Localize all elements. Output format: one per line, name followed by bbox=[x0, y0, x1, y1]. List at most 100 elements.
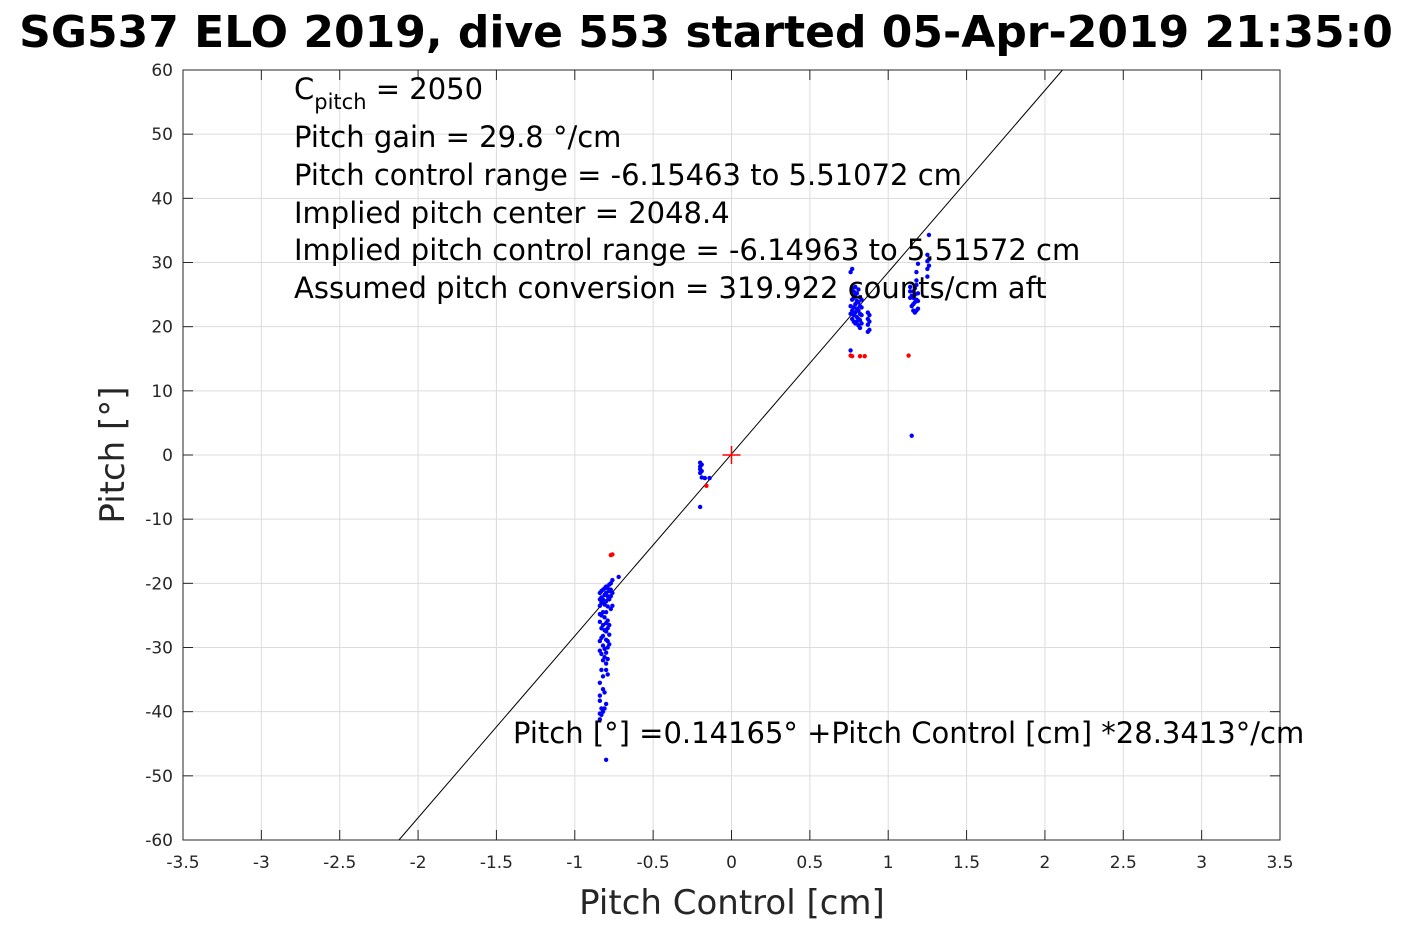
x-tick-label: -2 bbox=[410, 853, 427, 873]
implied-pitch-control-range-annotation: Implied pitch control range = -6.14963 t… bbox=[294, 233, 1080, 267]
data-point bbox=[849, 266, 855, 272]
data-point bbox=[603, 661, 609, 666]
data-point bbox=[915, 298, 921, 304]
y-tick-label: -40 bbox=[145, 703, 173, 723]
chart-title: SG537 ELO 2019, dive 553 started 05-Apr-… bbox=[19, 7, 1393, 58]
data-point bbox=[707, 475, 712, 481]
data-point bbox=[699, 468, 704, 474]
data-point bbox=[914, 269, 919, 275]
x-tick-label: -3.5 bbox=[166, 853, 199, 873]
implied-pitch-center-annotation: Implied pitch center = 2048.4 bbox=[294, 196, 730, 230]
data-point bbox=[854, 291, 860, 296]
y-tick-label: 60 bbox=[151, 61, 173, 81]
data-point bbox=[915, 261, 921, 266]
data-point bbox=[602, 615, 607, 620]
data-point bbox=[907, 284, 913, 290]
data-point bbox=[867, 327, 872, 333]
data-point bbox=[867, 312, 872, 318]
x-tick-label: -0.5 bbox=[637, 853, 670, 873]
data-point bbox=[599, 667, 604, 673]
data-point bbox=[857, 353, 863, 359]
data-point bbox=[859, 297, 864, 302]
y-tick-label: 50 bbox=[151, 125, 173, 145]
data-point bbox=[610, 577, 615, 583]
y-tick-label: 20 bbox=[151, 318, 173, 338]
data-point bbox=[599, 651, 604, 657]
data-point bbox=[853, 284, 858, 290]
data-point bbox=[600, 674, 606, 679]
y-tick-label: 10 bbox=[151, 382, 173, 402]
data-point bbox=[600, 610, 606, 615]
x-axis-label: Pitch Control [cm] bbox=[579, 883, 885, 923]
data-point bbox=[859, 305, 864, 310]
x-tick-label: 1.5 bbox=[953, 853, 980, 873]
data-point bbox=[602, 690, 607, 695]
y-tick-label: -20 bbox=[145, 574, 173, 594]
y-tick-label: 30 bbox=[151, 254, 173, 274]
data-point bbox=[608, 552, 614, 558]
data-point bbox=[697, 504, 703, 510]
x-tick-label: 2 bbox=[1040, 853, 1051, 873]
data-point bbox=[603, 650, 609, 655]
data-point bbox=[926, 263, 932, 268]
x-tick-label: 2.5 bbox=[1110, 853, 1137, 873]
y-tick-label: 0 bbox=[162, 446, 173, 466]
y-tick-label: -30 bbox=[145, 639, 173, 659]
x-tick-labels: -3.5 -3 -2.5 -2 -1.5 -1 -0.5 0 0.5 1 1.5 2 2.5 3 3.5 bbox=[166, 853, 1293, 873]
x-tick-label: -1 bbox=[566, 853, 583, 873]
data-point bbox=[915, 291, 921, 296]
data-point bbox=[610, 603, 615, 608]
data-point bbox=[859, 312, 864, 318]
c-pitch-value: = 2050 bbox=[367, 72, 484, 106]
data-point bbox=[856, 300, 861, 305]
data-point bbox=[926, 257, 932, 262]
data-point bbox=[605, 604, 610, 609]
pitch-control-range-annotation: Pitch control range = -6.15463 to 5.5107… bbox=[294, 158, 962, 192]
data-point bbox=[862, 353, 867, 359]
data-point bbox=[597, 717, 603, 722]
x-tick-label: 0 bbox=[726, 853, 737, 873]
x-tick-label: -3 bbox=[253, 853, 270, 873]
data-point bbox=[867, 319, 872, 324]
x-tick-label: -1.5 bbox=[480, 853, 513, 873]
data-point bbox=[926, 232, 932, 238]
data-points bbox=[597, 232, 932, 762]
data-point bbox=[603, 610, 609, 615]
y-tick-label: -10 bbox=[145, 510, 173, 530]
data-point bbox=[597, 619, 603, 625]
data-point bbox=[605, 618, 610, 623]
data-point bbox=[607, 642, 612, 647]
data-point bbox=[914, 282, 919, 288]
data-point bbox=[603, 757, 609, 762]
data-point bbox=[859, 321, 864, 326]
data-point bbox=[925, 274, 930, 279]
data-point bbox=[914, 278, 919, 283]
y-tick-label: 40 bbox=[151, 189, 173, 209]
data-point bbox=[597, 698, 603, 703]
data-point bbox=[607, 632, 612, 637]
data-point bbox=[907, 289, 913, 294]
data-point bbox=[856, 287, 861, 292]
data-point bbox=[925, 252, 930, 257]
data-point bbox=[848, 348, 853, 353]
data-point bbox=[849, 353, 855, 359]
data-point bbox=[702, 475, 708, 481]
y-axis-label: Pitch [°] bbox=[93, 386, 133, 523]
data-point bbox=[616, 574, 621, 580]
axis-ticks bbox=[182, 69, 1281, 841]
data-point bbox=[915, 306, 921, 311]
c-pitch-annotation: Cpitch = 2050 bbox=[294, 72, 483, 114]
data-point bbox=[906, 353, 911, 358]
data-point bbox=[857, 325, 863, 331]
pitch-gain-annotation: Pitch gain = 29.8 °/cm bbox=[294, 120, 621, 154]
data-point bbox=[610, 590, 615, 596]
data-point bbox=[597, 680, 603, 685]
data-point bbox=[602, 706, 607, 711]
pitch-conversion-annotation: Assumed pitch conversion = 319.922 count… bbox=[294, 271, 1047, 305]
y-tick-label: -50 bbox=[145, 767, 173, 787]
data-point bbox=[605, 656, 610, 662]
center-marker-group bbox=[722, 446, 741, 464]
c-pitch-subscript: pitch bbox=[314, 90, 366, 114]
x-tick-label: -2.5 bbox=[323, 853, 356, 873]
